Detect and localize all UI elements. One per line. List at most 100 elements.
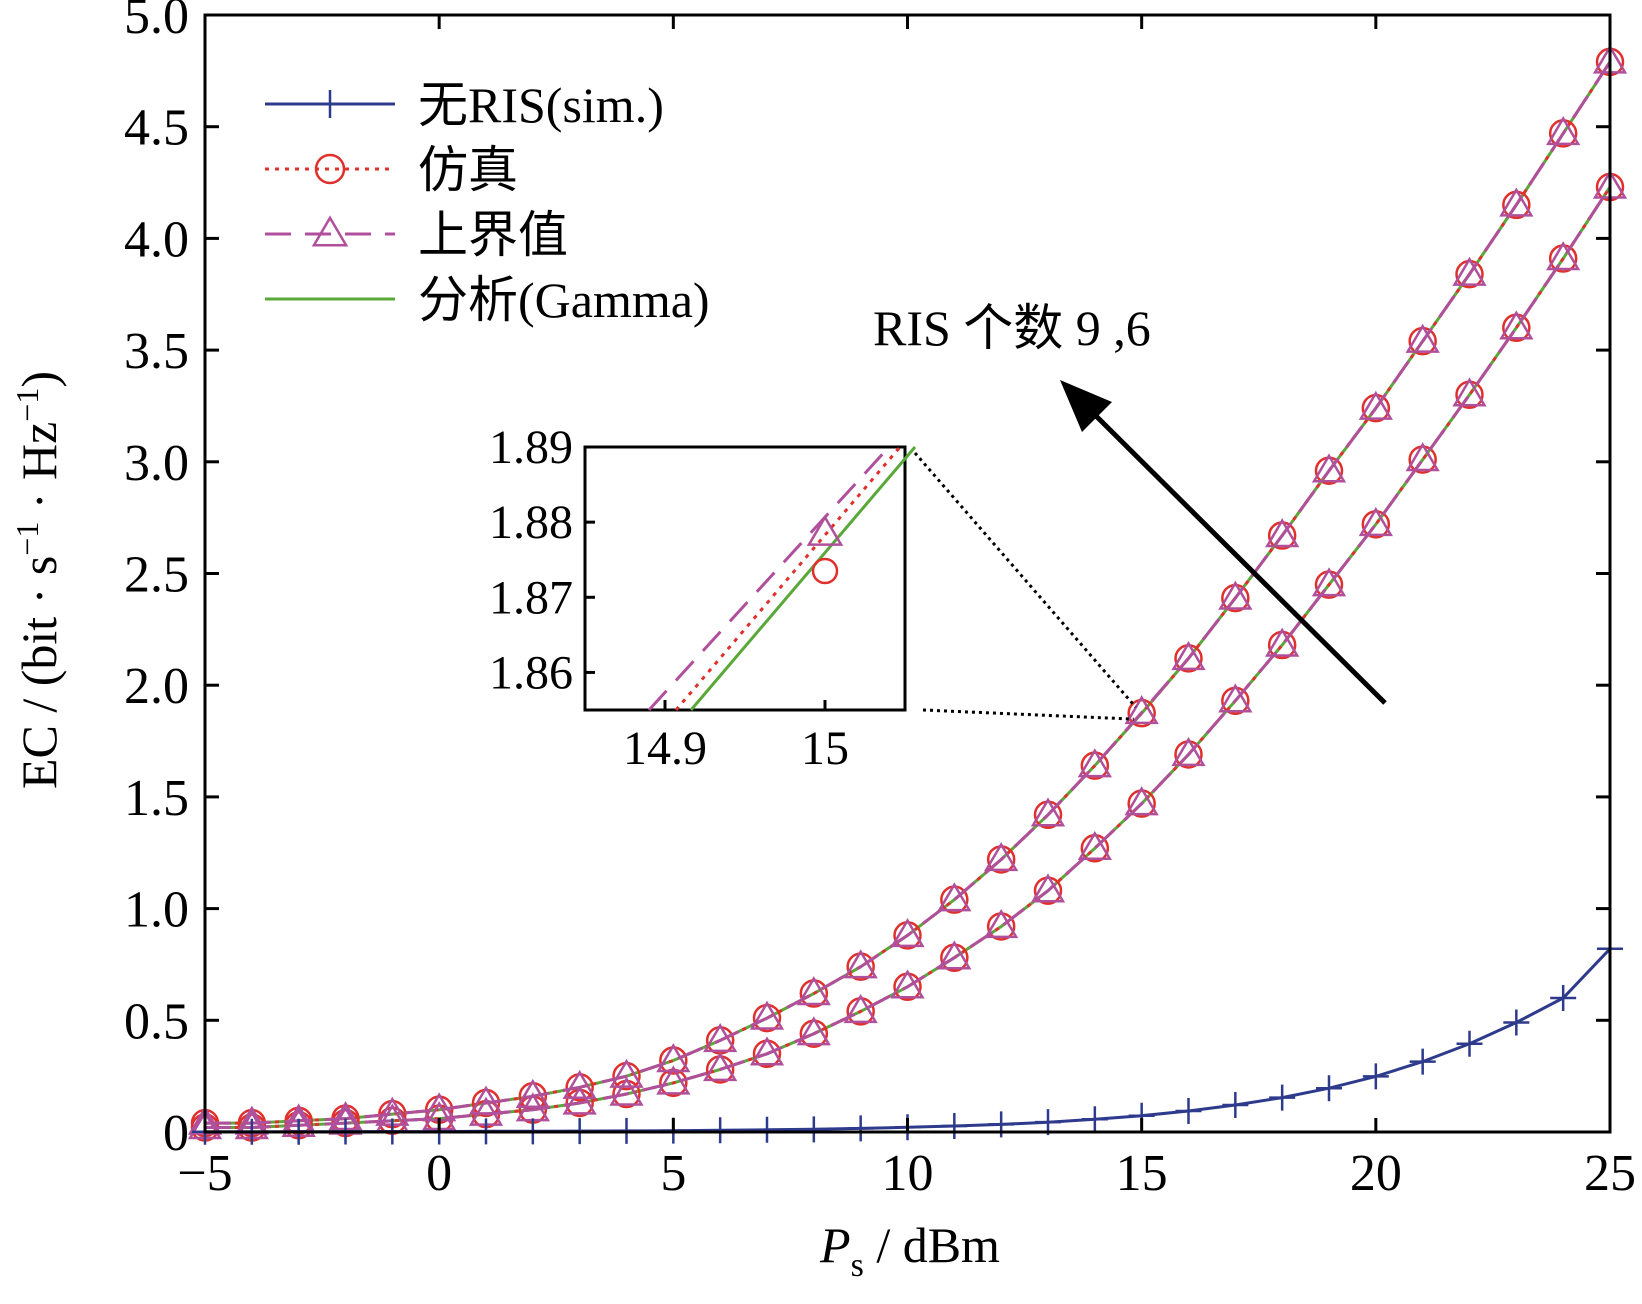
x-tick-label: 20 [1350,1145,1402,1202]
point-plus-marker [1550,984,1577,1011]
legend-label: 无RIS(sim.) [418,77,664,133]
annotation-arrow-head [1060,380,1112,432]
point-plus-marker [1316,1075,1342,1102]
point-plus-marker [941,1112,968,1139]
inset-frame [583,445,907,712]
point-plus-marker [1081,1106,1108,1133]
legend-label: 仿真 [418,142,518,198]
y-tick-label: 2.0 [124,658,189,715]
point-triangle-marker [1311,453,1347,483]
legend-label: 上界值 [418,207,568,263]
point-triangle-marker [843,993,878,1024]
x-tick-label: 25 [1584,1145,1636,1202]
annotation: RIS 个数 9 ,6 [873,300,1387,705]
point-triangle-marker [1452,377,1487,407]
point-plus-marker [800,1116,827,1143]
point-circle-marker [1127,698,1156,728]
point-triangle-marker [1077,748,1112,778]
point-plus-marker [707,1117,734,1144]
x-tick-label: −5 [177,1145,232,1202]
point-triangle-marker [806,514,844,546]
y-tick-label: 3.5 [124,323,189,380]
y-tick-label: 3.0 [124,435,189,492]
legend-label: 分析(Gamma) [418,272,710,328]
point-plus-marker [1222,1091,1249,1118]
point-plus-marker [1362,1063,1389,1090]
point-plus-marker [754,1116,780,1143]
point-triangle-marker [609,1076,644,1106]
point-triangle-marker [1358,506,1393,537]
point-circle-marker [314,153,346,185]
zoom-connector-line [913,452,1137,709]
annotation-text: RIS 个数 9 ,6 [873,300,1151,356]
point-triangle-marker [1452,256,1487,286]
y-axis-label: EC / (bit · s−1 · Hz−1) [9,371,67,789]
point-plus-marker [847,1115,874,1142]
y-tick-label: 1.5 [124,770,189,827]
point-triangle-marker [1265,518,1300,548]
point-plus-marker [1409,1048,1436,1075]
point-triangle-marker [843,949,878,979]
point-triangle-marker [1405,323,1440,353]
annotation-arrow-line [1083,403,1387,705]
x-tick-label: 0 [426,1145,452,1202]
point-triangle-marker [703,1022,738,1053]
point-triangle-marker [1171,737,1206,767]
x-tick-label: 5 [660,1145,686,1202]
point-triangle-marker [1546,241,1581,271]
point-triangle-marker [1218,683,1253,713]
point-triangle-marker [1499,310,1534,340]
point-triangle-marker [311,215,349,247]
point-triangle-marker [1546,115,1581,146]
point-triangle-marker [749,1036,785,1066]
series-line [205,61,1612,1125]
point-triangle-marker [1124,786,1159,816]
point-triangle-marker [1124,695,1159,725]
inset-y-tick-label: 1.89 [489,421,573,474]
point-triangle-marker [1077,830,1112,860]
point-triangle-marker [656,1065,691,1095]
point-triangle-marker [1405,442,1440,472]
point-triangle-marker [796,976,831,1006]
inset-y-tick-label: 1.86 [489,646,573,699]
y-tick-label: 1.0 [124,882,189,939]
point-plus-marker [316,90,344,118]
point-triangle-marker [984,842,1019,872]
zoom-connector-line [922,708,1134,721]
point-plus-marker [1269,1084,1296,1111]
point-circle-marker [811,557,839,585]
y-tick-label: 0.5 [124,993,189,1050]
point-triangle-marker [1499,187,1534,217]
point-triangle-marker [1311,567,1347,597]
point-triangle-marker [1171,640,1206,671]
point-plus-marker [1456,1030,1483,1057]
x-axis-label: Ps / dBm [819,1217,1000,1284]
point-triangle-marker [1030,873,1066,903]
y-tick-label: 4.0 [124,211,189,268]
point-triangle-marker [1358,390,1393,420]
y-tick-label: 5.0 [124,0,189,45]
point-triangle-marker [984,909,1019,939]
inset-series-line [647,445,891,712]
point-plus-marker [1503,1009,1530,1036]
x-tick-label: 15 [1116,1145,1168,1202]
point-triangle-marker [890,917,925,948]
inset-y-tick-label: 1.88 [489,496,573,549]
point-triangle-marker [703,1052,738,1082]
x-tick-label: 10 [882,1145,934,1202]
inset-y-tick-label: 1.87 [489,571,573,624]
point-triangle-marker [749,1000,785,1030]
ticks-layer: −5 0 5 10 15 20 2500.51.01.52.02.53.03.54.04.5… [124,0,1636,1202]
point-triangle-marker [937,940,972,970]
point-triangle-marker [562,1069,597,1100]
point-triangle-marker [796,1016,831,1046]
point-triangle-marker [1265,627,1300,657]
y-tick-label: 4.5 [124,100,189,157]
point-triangle-marker [609,1058,644,1088]
point-triangle-marker [937,882,972,912]
inset-series-line [689,446,917,711]
inset-series-line [674,446,902,711]
point-triangle-marker [562,1085,597,1115]
